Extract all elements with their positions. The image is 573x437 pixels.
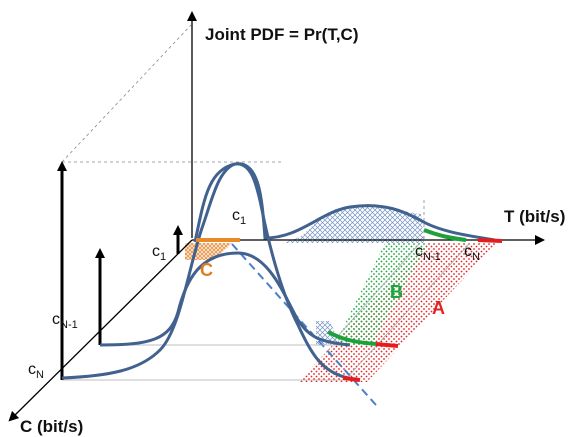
c-axis [8,239,193,422]
red-segment-cn1-top [477,238,503,243]
green-segment-cn1-top [423,228,467,242]
red-segment-cn-bottom [342,376,361,382]
pdf-curve-cn [61,162,349,380]
c1-curve-label: c1 [232,207,246,227]
t-axis-label: T (bit/s) [504,207,565,226]
region-b-label: B [390,282,403,302]
hatched-area-upper [285,205,424,243]
line-cn1-diag [329,242,421,346]
region-c-label: C [200,260,213,280]
cn-axis-label: cN [28,361,44,381]
region-a [298,243,497,382]
c1-axis-label: c1 [152,243,166,263]
region-a-label: A [432,298,445,318]
cn1-axis-label: cN-1 [52,311,78,331]
dashed-blue-diagonal [231,243,377,406]
red-segment-cn1-mid [375,342,399,348]
z-axis-label: Joint PDF = Pr(T,C) [205,25,358,44]
c-axis-label: C (bit/s) [20,417,83,436]
pdf-curve-cn1 [99,251,351,347]
cn1-tline-label: cN-1 [415,243,441,263]
pdf-curve-c1 [193,162,496,243]
region-b [334,243,428,346]
line-cn-diag [344,242,471,381]
cn-tline-label: cN [464,243,480,263]
green-segment-cn1-mid [327,330,377,346]
dashed-projection-line [61,23,193,163]
